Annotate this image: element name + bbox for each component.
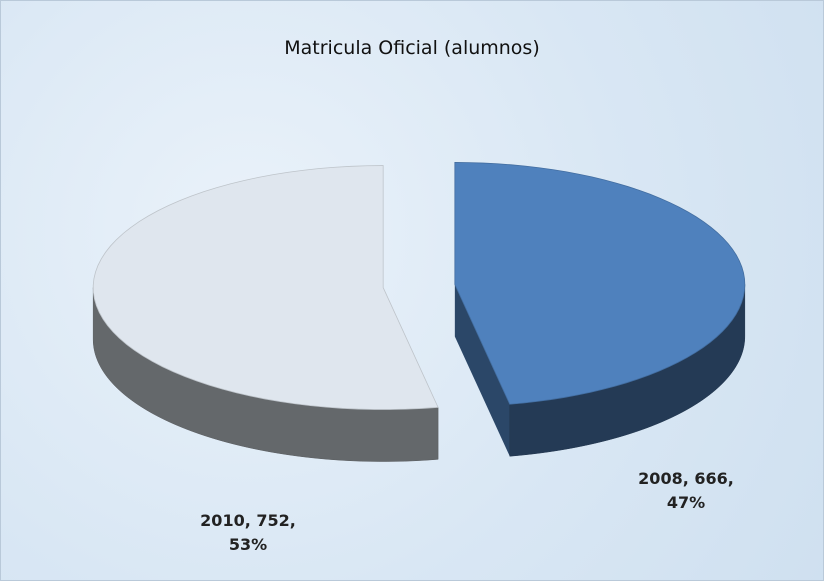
slice-top <box>454 162 746 405</box>
chart-title: Matricula Oficial (alumnos) <box>284 37 540 59</box>
slice-cut-face <box>454 284 510 457</box>
data-label: 2010, 752, 53% <box>200 511 296 554</box>
slice-top <box>92 165 439 410</box>
data-label: 2008, 666, 47% <box>638 469 734 512</box>
